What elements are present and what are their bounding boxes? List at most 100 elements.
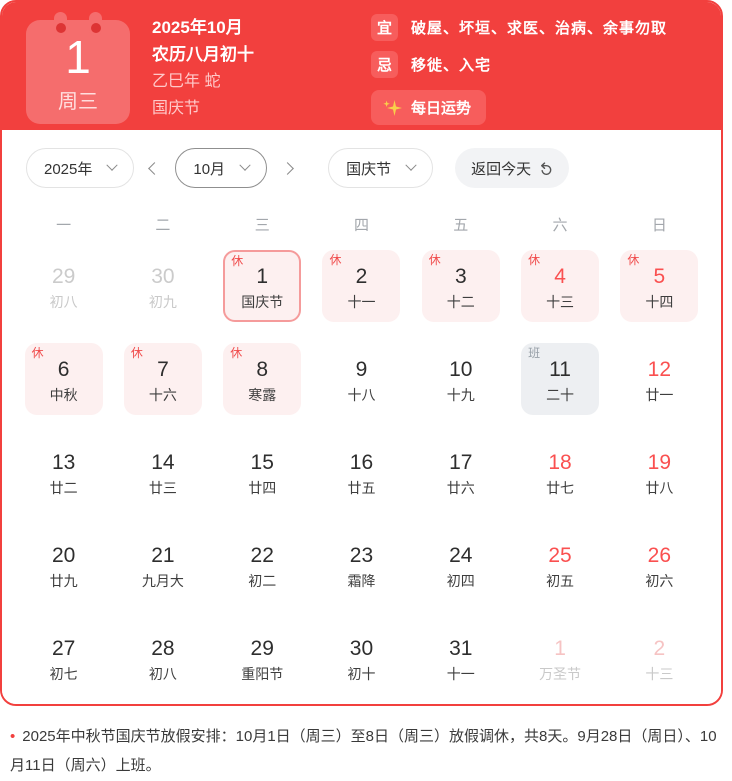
month-select-value: 10月 [193, 160, 226, 178]
day-cell[interactable]: 28 初八 [113, 622, 212, 694]
day-cell[interactable]: 1 万圣节 [510, 622, 609, 694]
day-cell[interactable]: 27 初七 [14, 622, 113, 694]
day-cell-box: 30 初九 [124, 250, 202, 322]
prev-month-button[interactable] [144, 158, 165, 179]
day-cell[interactable]: 15 廿四 [213, 436, 312, 508]
day-cell[interactable]: 9 十八 [312, 343, 411, 415]
day-cell[interactable]: 20 廿九 [14, 529, 113, 601]
day-cell-box: 22 初二 [223, 529, 301, 601]
lunar-label: 十三 [645, 666, 674, 683]
chevron-right-icon [281, 161, 294, 175]
day-cell[interactable]: 16 廿五 [312, 436, 411, 508]
day-cell[interactable]: 休 4 十三 [510, 250, 609, 322]
day-cell[interactable]: 30 初九 [113, 250, 212, 322]
lunar-label: 廿一 [645, 387, 674, 404]
day-cell[interactable]: 22 初二 [213, 529, 312, 601]
day-cell[interactable]: 13 廿二 [14, 436, 113, 508]
lunar-label: 十九 [446, 387, 475, 404]
lunar-label: 十八 [347, 387, 376, 404]
day-number: 30 [349, 636, 374, 660]
day-number: 16 [349, 450, 374, 474]
day-number: 2 [653, 636, 666, 660]
avoid-badge: 忌 [371, 51, 398, 78]
festival-select-value: 国庆节 [346, 160, 392, 178]
today-day-number: 1 [65, 31, 91, 83]
lunar-label: 重阳节 [241, 666, 284, 683]
day-cell[interactable]: 班 11 二十 [510, 343, 609, 415]
day-number: 18 [548, 450, 572, 474]
day-cell[interactable]: 10 十九 [411, 343, 510, 415]
day-cell[interactable]: 18 廿七 [510, 436, 609, 508]
rest-day-badge: 休 [231, 254, 244, 268]
avoid-text: 移徙、入宅 [411, 57, 492, 74]
lunar-label: 初八 [148, 666, 177, 683]
rest-day-badge: 休 [428, 253, 441, 267]
month-select[interactable]: 10月 [175, 148, 268, 188]
day-cell[interactable]: 休 1 国庆节 [213, 250, 312, 322]
day-cell[interactable]: 12 廿一 [610, 343, 709, 415]
day-cell[interactable]: 29 初八 [14, 250, 113, 322]
day-cell[interactable]: 休 2 十一 [312, 250, 411, 322]
day-cell[interactable]: 26 初六 [610, 529, 709, 601]
day-cell-box: 25 初五 [521, 529, 599, 601]
day-cell[interactable]: 休 3 十二 [411, 250, 510, 322]
lunar-label: 廿六 [446, 480, 475, 497]
day-cell[interactable]: 29 重阳节 [213, 622, 312, 694]
festival-label: 国庆节 [152, 100, 201, 117]
day-cell[interactable]: 25 初五 [510, 529, 609, 601]
day-cell[interactable]: 休 6 中秋 [14, 343, 113, 415]
day-cell[interactable]: 19 廿八 [610, 436, 709, 508]
day-cell[interactable]: 14 廿三 [113, 436, 212, 508]
day-cell-box: 21 九月大 [124, 529, 202, 601]
rest-day-badge: 休 [528, 253, 541, 267]
day-number: 28 [151, 636, 175, 660]
day-number: 19 [647, 450, 672, 474]
day-cell-box: 9 十八 [322, 343, 400, 415]
lunar-label: 初六 [645, 573, 674, 590]
day-number: 3 [454, 264, 467, 288]
lunar-label: 初五 [546, 573, 575, 590]
year-select-value: 2025年 [44, 160, 93, 178]
work-day-badge: 班 [528, 346, 541, 360]
lunar-label: 万圣节 [539, 666, 582, 683]
lunar-label: 十四 [645, 294, 674, 311]
weekday-label: 三 [254, 217, 270, 234]
day-cell[interactable]: 休 7 十六 [113, 343, 212, 415]
day-number: 20 [51, 543, 76, 567]
day-cell[interactable]: 休 8 寒露 [213, 343, 312, 415]
lunar-label: 中秋 [49, 387, 78, 404]
daily-fortune-button[interactable]: 每日运势 [371, 90, 487, 125]
undo-arrow-icon [538, 161, 553, 176]
lunar-date-label: 农历八月初十 [152, 45, 254, 64]
day-cell[interactable]: 24 初四 [411, 529, 510, 601]
festival-select[interactable]: 国庆节 [328, 148, 434, 188]
year-select[interactable]: 2025年 [26, 148, 135, 188]
chevron-down-icon [239, 159, 251, 171]
day-cell[interactable]: 30 初十 [312, 622, 411, 694]
day-cell-box: 29 重阳节 [223, 622, 301, 694]
day-number: 1 [256, 264, 269, 288]
date-info: 2025年10月 农历八月初十 乙巳年 蛇 国庆节 [152, 14, 254, 122]
day-cell[interactable]: 23 霜降 [312, 529, 411, 601]
calendar-body: 2025年 10月 国庆节 返回今天 [2, 130, 721, 704]
sparkle-icon [382, 98, 402, 118]
day-number: 7 [157, 357, 169, 381]
chevron-down-icon [405, 159, 417, 171]
day-cell[interactable]: 17 廿六 [411, 436, 510, 508]
day-cell[interactable]: 21 九月大 [113, 529, 212, 601]
next-month-button[interactable] [277, 158, 298, 179]
day-cell-box: 13 廿二 [25, 436, 103, 508]
day-number: 22 [250, 543, 274, 567]
day-cell[interactable]: 休 5 十四 [610, 250, 709, 322]
day-cell-box: 20 廿九 [25, 529, 103, 601]
back-to-today-button[interactable]: 返回今天 [455, 148, 570, 188]
day-number: 25 [548, 543, 572, 567]
lunar-label: 十一 [446, 666, 475, 683]
lunar-label: 廿三 [148, 480, 177, 497]
day-cell[interactable]: 31 十一 [411, 622, 510, 694]
rest-day-badge: 休 [627, 253, 640, 267]
day-cell[interactable]: 2 十三 [610, 622, 709, 694]
day-number: 21 [151, 543, 175, 567]
holiday-note: • 2025年中秋节国庆节放假安排：10月1日（周三）至8日（周三）放假调休，共8… [0, 706, 732, 781]
suitable-text: 破屋、坏垣、求医、治病、余事勿取 [411, 20, 668, 37]
